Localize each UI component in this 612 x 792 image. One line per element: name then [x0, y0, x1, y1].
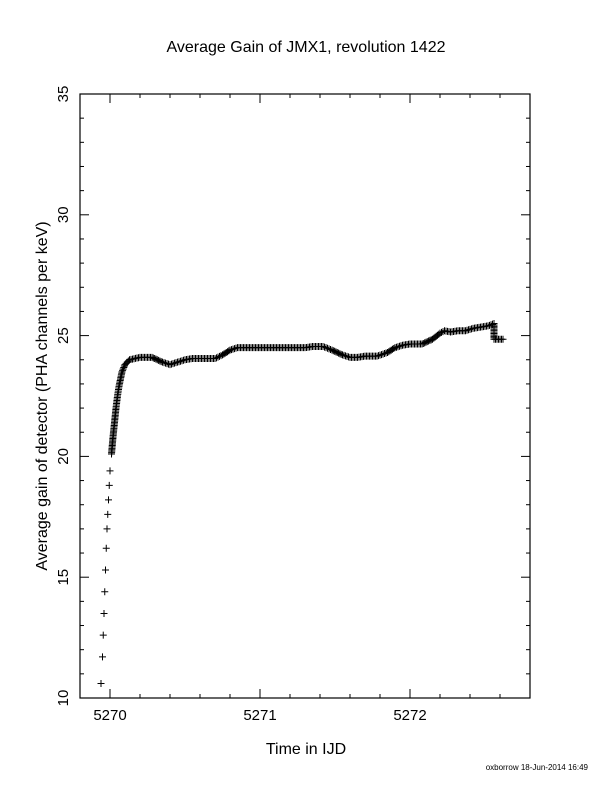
- data-point-marker: [120, 363, 128, 371]
- data-point-marker: [319, 342, 327, 350]
- y-axis-label: Average gain of detector (PHA channels p…: [34, 221, 51, 570]
- data-point-marker: [99, 631, 107, 639]
- data-point-marker: [321, 343, 328, 351]
- data-point-marker: [324, 344, 331, 352]
- data-point-marker: [106, 467, 114, 475]
- data-point-marker: [99, 653, 106, 661]
- data-point-marker: [119, 366, 127, 374]
- data-point-marker: [105, 496, 112, 504]
- data-point-marker: [103, 525, 111, 533]
- y-tick-label: 15: [55, 569, 72, 586]
- plot-frame: [79, 93, 531, 699]
- footer-credit: oxborrow 18-Jun-2014 16:49: [486, 763, 589, 772]
- data-point-marker: [216, 352, 223, 360]
- data-point-marker: [214, 353, 222, 361]
- chart-title: Average Gain of JMX1, revolution 1422: [167, 39, 446, 56]
- data-point-marker: [376, 351, 384, 359]
- y-tick-label: 25: [55, 327, 72, 344]
- data-point-marker: [379, 350, 387, 358]
- x-tick-label: 5271: [243, 707, 276, 724]
- x-axis-ticks: 5270 5271 5272: [79, 94, 531, 724]
- data-point-marker: [436, 329, 444, 337]
- data-point-marker: [322, 344, 330, 352]
- x-tick-label: 5270: [93, 707, 126, 724]
- data-point-marker: [373, 352, 381, 360]
- y-tick-label: 30: [55, 206, 72, 223]
- data-points: [97, 320, 507, 688]
- data-point-marker: [118, 368, 126, 376]
- data-point-marker: [213, 354, 220, 362]
- y-tick-label: 20: [55, 448, 72, 465]
- data-point-marker: [381, 350, 388, 358]
- x-tick-label: 5272: [393, 707, 426, 724]
- data-point-marker: [438, 328, 445, 336]
- data-point-marker: [499, 335, 507, 343]
- data-point-marker: [375, 352, 382, 360]
- data-point-marker: [105, 481, 113, 489]
- y-axis-ticks: 10 15 20 25 30 35: [55, 86, 530, 707]
- y-tick-label: 35: [55, 86, 72, 103]
- data-point-marker: [101, 588, 109, 596]
- x-axis-label: Time in IJD: [266, 741, 346, 758]
- data-point-marker: [119, 365, 127, 373]
- data-point-marker: [104, 510, 112, 518]
- data-point-marker: [102, 544, 110, 552]
- data-point-marker: [100, 609, 108, 617]
- data-point-marker: [97, 680, 105, 688]
- y-tick-label: 10: [55, 690, 72, 707]
- data-point-marker: [102, 566, 109, 574]
- data-point-marker: [325, 345, 333, 353]
- data-point-marker: [211, 355, 219, 363]
- data-point-marker: [378, 351, 385, 359]
- data-point-marker: [484, 322, 492, 330]
